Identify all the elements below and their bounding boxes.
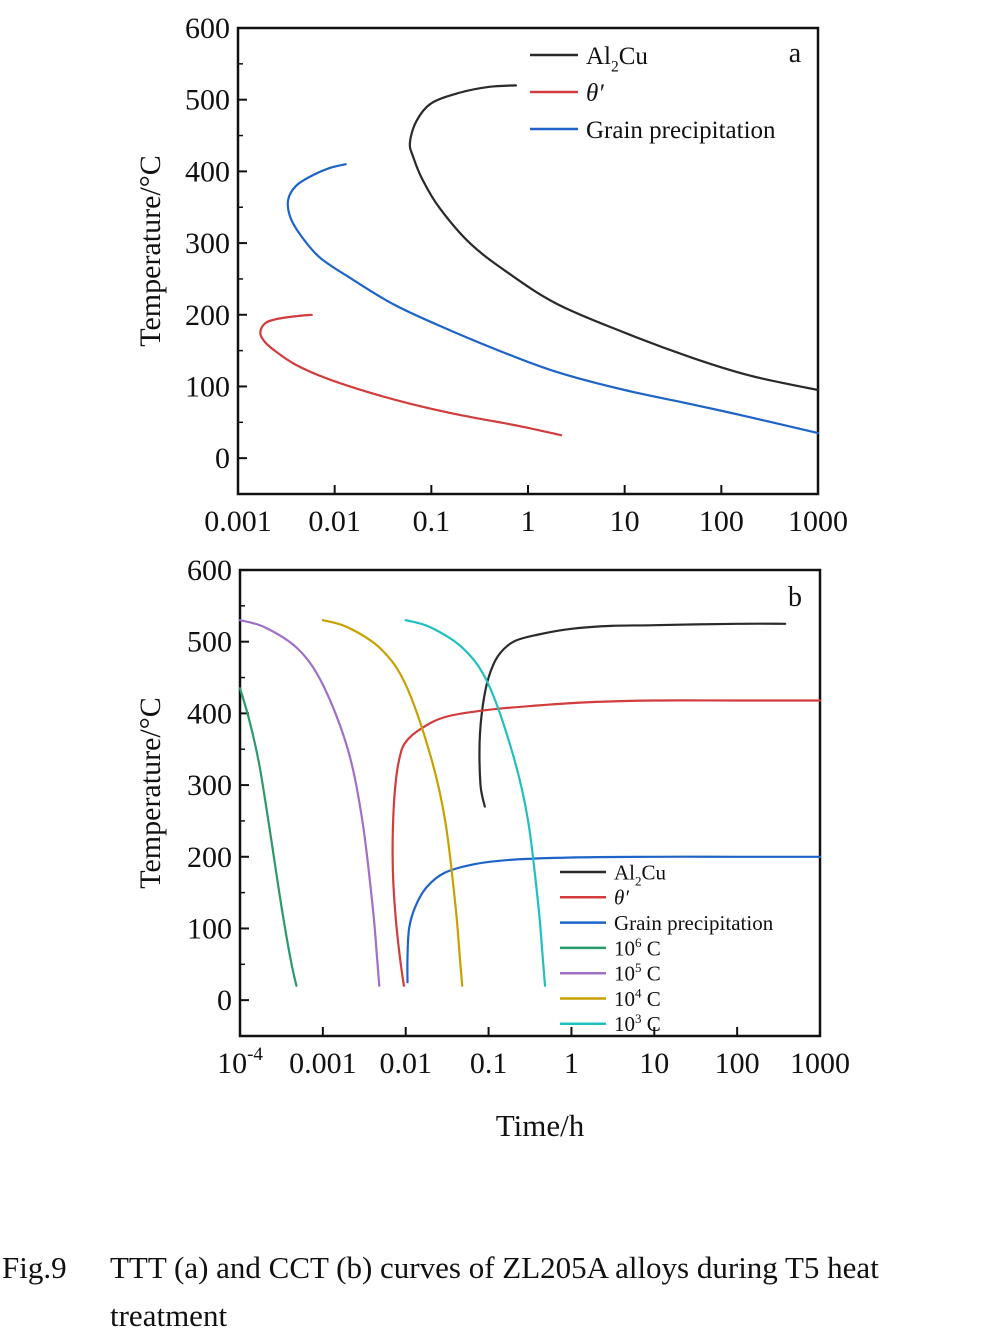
y-tick-label: 0 xyxy=(215,442,230,475)
y-tick-label: 200 xyxy=(185,299,230,332)
legend-entry: Grain precipitation xyxy=(614,911,774,935)
x-tick-label: 0.1 xyxy=(470,1047,508,1080)
legend-a: Al2Cu θ′ Grain precipitation xyxy=(530,43,776,144)
y-tick-label: 500 xyxy=(185,84,230,117)
y-tick-label: 100 xyxy=(187,912,232,945)
y-tick-label: 400 xyxy=(187,697,232,730)
x-tick-label: 100 xyxy=(715,1047,760,1080)
legend-entry: 104 C xyxy=(614,985,661,1010)
y-tick-label: 0 xyxy=(217,984,232,1017)
series-line-b-2 xyxy=(406,855,822,984)
y-tick-label: 100 xyxy=(185,370,230,403)
series-line-a-0 xyxy=(408,84,820,392)
x-tick-label: 0.001 xyxy=(204,505,272,538)
x-tick-label: 0.1 xyxy=(413,505,451,538)
series-line-b-4 xyxy=(238,619,381,987)
x-tick-label: 1 xyxy=(521,505,536,538)
y-tick-label: 200 xyxy=(187,841,232,874)
y-tick-label: 300 xyxy=(187,769,232,802)
panel-label-b: b xyxy=(788,582,802,613)
y-tick-label: 400 xyxy=(185,155,230,188)
x-tick-label: 10 xyxy=(639,1047,669,1080)
x-tick-label: 0.001 xyxy=(289,1047,357,1080)
y-tick-label: 300 xyxy=(185,227,230,260)
series-line-b-3 xyxy=(238,687,298,987)
x-tick-label: 0.01 xyxy=(308,505,361,538)
legend-entry: Al2Cu xyxy=(586,43,648,76)
x-tick-label: 1000 xyxy=(790,1047,850,1080)
series-line-b-0 xyxy=(478,622,787,808)
series-line-a-2 xyxy=(286,163,820,435)
legend-entry: θ′ xyxy=(586,80,604,107)
y-axis-label: Temperature/°C xyxy=(134,697,167,888)
series-line-b-1 xyxy=(391,699,822,987)
series-line-a-1 xyxy=(259,313,563,437)
y-tick-label: 600 xyxy=(187,554,232,587)
plot-frame xyxy=(238,568,822,1038)
x-tick-label: 10-4 xyxy=(217,1044,263,1080)
panel-label-a: a xyxy=(789,38,802,69)
legend-entry: 103 C xyxy=(614,1011,661,1036)
series-line-b-6 xyxy=(404,619,547,987)
chart-panel-b: 0 100 200 300 400 500 600 10-4 0.001 0.01 0.1 1 10 10… xyxy=(134,554,850,1143)
chart-panel-a: 0 100 200 300 400 500 600 0.001 0.01 0.1 1 10 100 100… xyxy=(134,12,848,538)
x-tick-label: 0.01 xyxy=(379,1047,432,1080)
legend-entry: Grain precipitation xyxy=(586,117,776,144)
legend-entry: 105 C xyxy=(614,960,661,985)
caption-number: Fig.9 xyxy=(2,1250,67,1285)
x-tick-label: 1 xyxy=(564,1047,579,1080)
series-line-b-5 xyxy=(321,619,464,987)
x-tick-label: 100 xyxy=(699,505,744,538)
x-tick-label: 1000 xyxy=(788,505,848,538)
y-tick-label: 500 xyxy=(187,626,232,659)
caption-text: TTT (a) and CCT (b) curves of ZL205A all… xyxy=(110,1250,879,1333)
legend-entry: θ′ xyxy=(614,886,629,910)
x-tick-label: 10 xyxy=(610,505,640,538)
legend-entry: Al2Cu xyxy=(614,860,667,888)
x-axis-label: Time/h xyxy=(496,1108,585,1143)
y-tick-label: 600 xyxy=(185,12,230,45)
y-axis-label: Temperature/°C xyxy=(134,155,167,346)
legend-entry: 106 C xyxy=(614,935,661,960)
